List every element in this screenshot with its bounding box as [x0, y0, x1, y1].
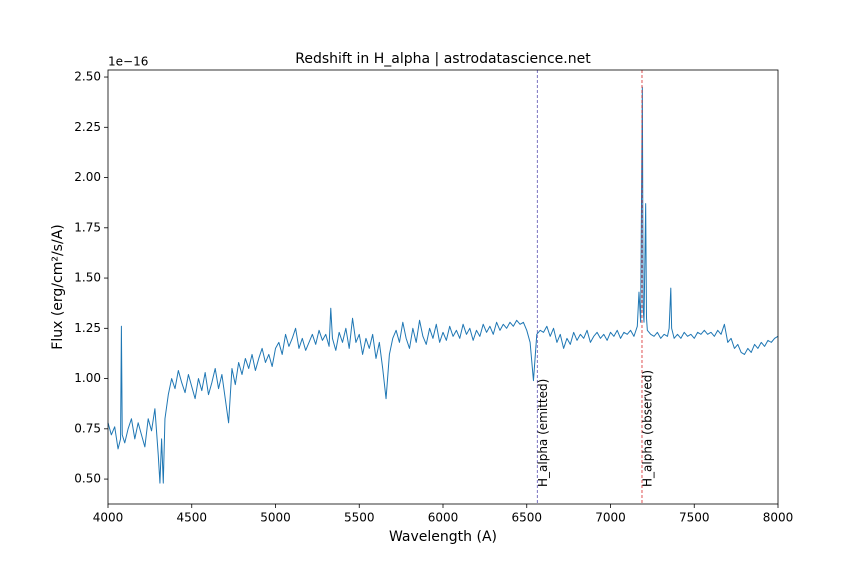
x-axis-label: Wavelength (A)	[389, 529, 497, 545]
x-tick-label: 7500	[679, 511, 710, 525]
y-tick-label: 2.00	[74, 170, 101, 184]
y-offset-label: 1e−16	[108, 55, 148, 69]
x-tick-label: 5500	[344, 511, 375, 525]
y-tick-label: 2.50	[74, 70, 101, 84]
y-tick-label: 0.50	[74, 472, 101, 486]
y-tick-label: 2.25	[74, 120, 101, 134]
spectrum-line	[107, 86, 779, 484]
x-tick-label: 4500	[176, 511, 207, 525]
x-tick-label: 5000	[260, 511, 291, 525]
y-axis-label: Flux (erg/cm²/s/A)	[50, 224, 66, 349]
plot-frame	[107, 69, 779, 505]
y-tick-label: 1.75	[74, 220, 101, 234]
y-tick-label: 1.00	[74, 371, 101, 385]
reference-label: H_alpha (emitted)	[536, 379, 550, 487]
x-tick-label: 7000	[595, 511, 626, 525]
y-tick-label: 1.25	[74, 321, 101, 335]
reference-label: H_alpha (observed)	[640, 370, 654, 487]
x-tick-label: 4000	[93, 511, 124, 525]
y-tick-label: 1.50	[74, 271, 101, 285]
y-tick-label: 0.75	[74, 421, 101, 435]
chart-title: Redshift in H_alpha | astrodatascience.n…	[295, 51, 591, 67]
x-tick-label: 6500	[511, 511, 542, 525]
x-tick-label: 6000	[428, 511, 459, 525]
x-tick-label: 8000	[763, 511, 794, 525]
